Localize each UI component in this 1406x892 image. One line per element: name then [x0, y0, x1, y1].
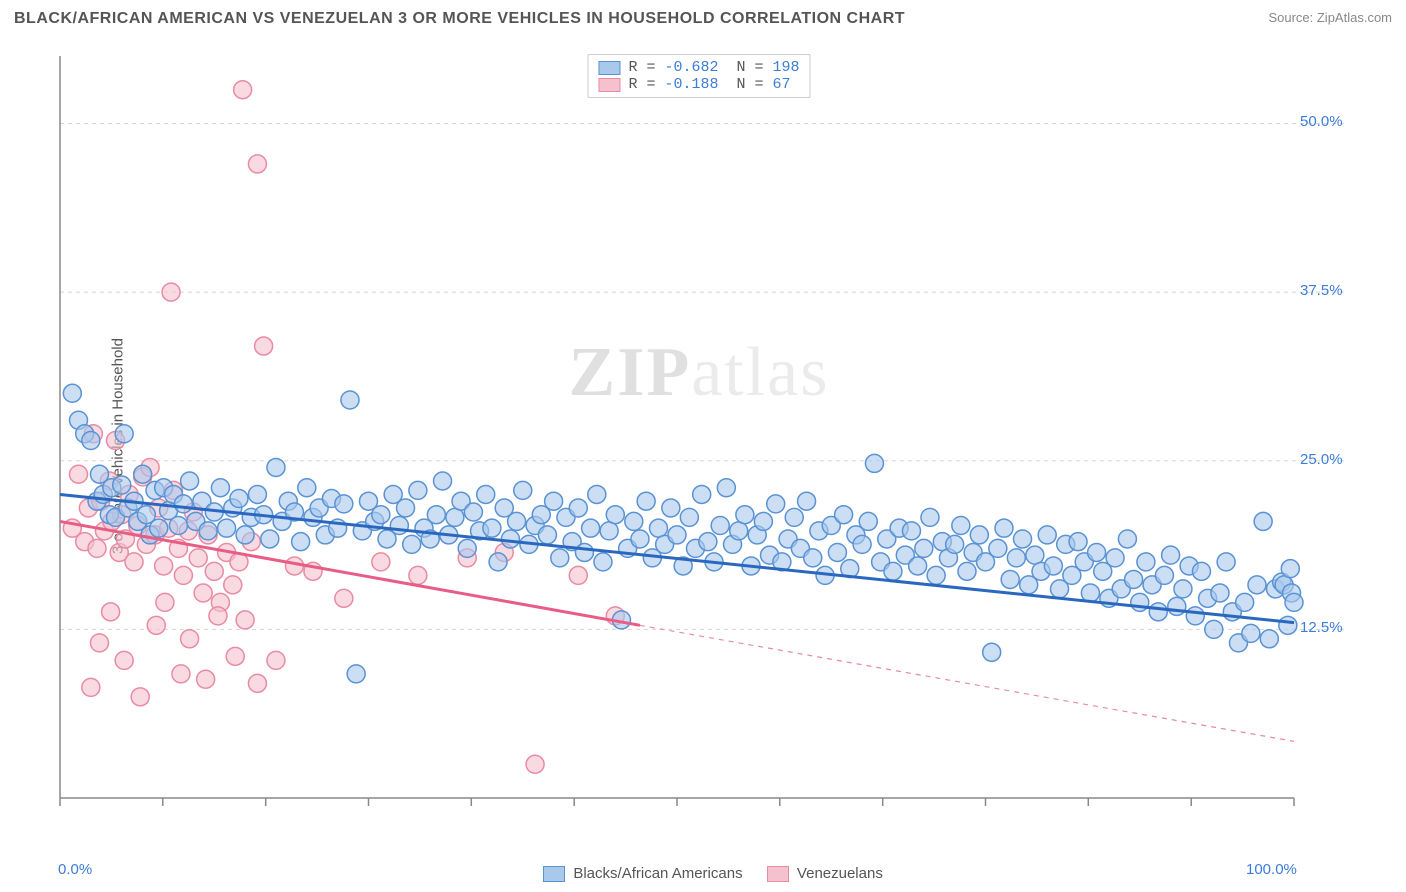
bottom-legend: Blacks/African Americans Venezuelans — [0, 865, 1406, 882]
header: BLACK/AFRICAN AMERICAN VS VENEZUELAN 3 O… — [14, 10, 1392, 28]
stats-row-blue: R = -0.682 N = 198 — [598, 59, 799, 76]
y-tick-12: 12.5% — [1300, 619, 1343, 636]
scatter-svg — [54, 50, 1344, 820]
y-tick-50: 50.0% — [1300, 113, 1343, 130]
legend-swatch-series-0 — [543, 866, 565, 882]
legend-swatch-series-1 — [767, 866, 789, 882]
legend-label-series-1: Venezuelans — [797, 865, 883, 882]
source-label: Source: ZipAtlas.com — [1268, 10, 1392, 25]
legend-swatch-blue — [598, 61, 620, 75]
n-value-pink: 67 — [773, 76, 791, 93]
legend-label-series-0: Blacks/African Americans — [573, 865, 742, 882]
r-value-pink: -0.188 — [664, 76, 718, 93]
stats-row-pink: R = -0.188 N = 67 — [598, 76, 799, 93]
chart-title: BLACK/AFRICAN AMERICAN VS VENEZUELAN 3 O… — [14, 10, 905, 28]
y-tick-25: 25.0% — [1300, 451, 1343, 468]
plot-area: ZIPatlas R = -0.682 N = 198 R = -0.188 N… — [54, 50, 1344, 820]
y-tick-37: 37.5% — [1300, 282, 1343, 299]
legend-swatch-pink — [598, 78, 620, 92]
r-value-blue: -0.682 — [664, 59, 718, 76]
correlation-chart: BLACK/AFRICAN AMERICAN VS VENEZUELAN 3 O… — [0, 0, 1406, 892]
n-value-blue: 198 — [773, 59, 800, 76]
stats-legend: R = -0.682 N = 198 R = -0.188 N = 67 — [587, 54, 810, 98]
